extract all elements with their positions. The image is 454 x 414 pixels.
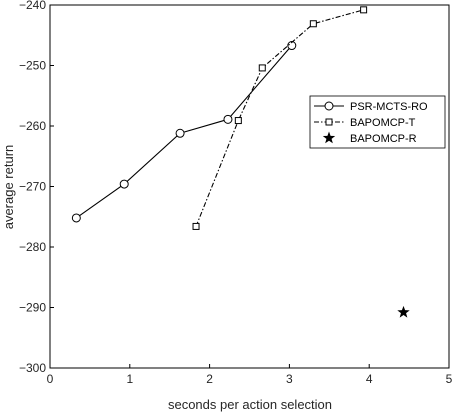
legend-marker (325, 118, 333, 126)
legend-label: PSR-MCTS-RO (350, 101, 428, 113)
data-point (175, 128, 185, 138)
data-point (309, 20, 317, 28)
data-point (258, 64, 266, 72)
y-tick-label: −300 (19, 361, 46, 375)
data-point (360, 6, 368, 14)
y-tick-label: −290 (19, 301, 46, 315)
legend-label: BAPOMCP-T (350, 117, 416, 129)
y-tick-label: −270 (19, 180, 46, 194)
x-tick-label: 0 (47, 372, 54, 386)
legend-marker (322, 131, 336, 144)
data-point (192, 222, 200, 230)
y-tick-label: −260 (19, 119, 46, 133)
x-tick-label: 1 (126, 372, 133, 386)
legend: PSR-MCTS-RO BAPOMCP-T BAPOMCP-R (309, 95, 446, 149)
series-bapomcp-t (192, 6, 368, 230)
series-bapomcp-r (397, 305, 410, 318)
x-axis-title: seconds per action selection (168, 397, 332, 412)
y-tick-label: −280 (19, 240, 46, 254)
data-point (71, 213, 81, 223)
series-layer (71, 6, 410, 318)
y-axis-title: average return (1, 145, 16, 230)
x-tick-label: 5 (446, 372, 453, 386)
x-axis: 0 1 2 3 4 5 (47, 364, 453, 386)
data-point (397, 305, 410, 318)
series-psr-mcts-ro (71, 41, 297, 223)
x-tick-label: 3 (286, 372, 293, 386)
y-axis: −300 −290 −280 −270 −260 −250 −240 (19, 0, 54, 375)
x-tick-label: 2 (206, 372, 213, 386)
y-tick-label: −250 (19, 59, 46, 73)
data-point (234, 117, 242, 125)
data-point (119, 179, 129, 189)
x-tick-label: 4 (366, 372, 373, 386)
data-point (287, 41, 297, 51)
y-tick-label: −240 (19, 0, 46, 12)
legend-label: BAPOMCP-R (350, 133, 417, 145)
legend-marker (324, 101, 334, 111)
data-point (223, 114, 233, 124)
plot-area (49, 4, 450, 369)
